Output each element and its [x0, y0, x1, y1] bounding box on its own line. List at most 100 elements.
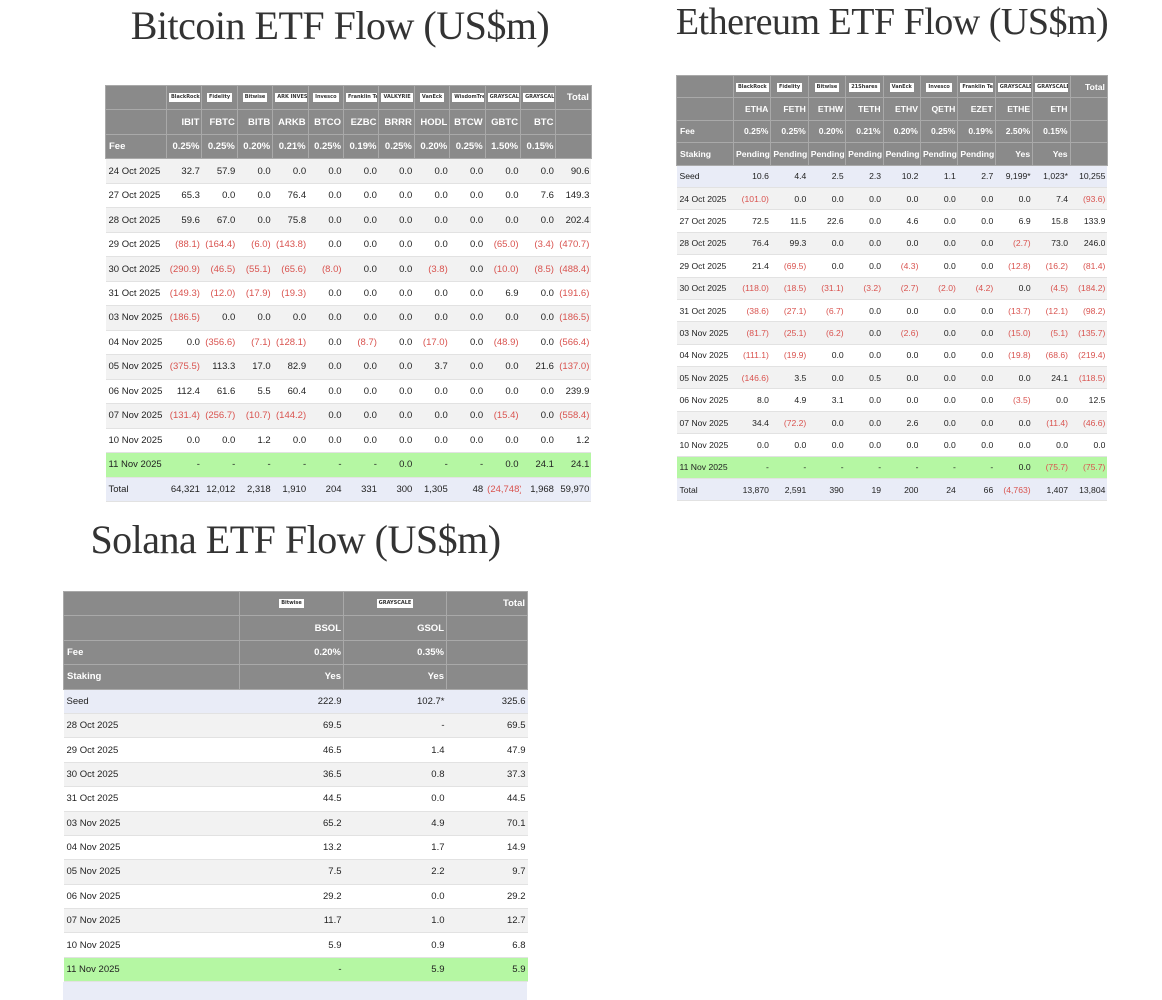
issuer-logo: BlackRock [169, 93, 201, 103]
flow-value: (566.4) [555, 330, 592, 356]
flow-value: 0.0 [845, 232, 884, 256]
flow-value: 3.7 [414, 354, 450, 380]
info-value: 0.20% [882, 119, 921, 144]
info-value: Pending [807, 142, 847, 166]
flow-value: - [845, 456, 884, 480]
flow-value: 0.0 [378, 305, 415, 331]
bitcoin-title: Bitcoin ETF Flow (US$m) [130, 3, 550, 48]
flow-value: 0.0 [957, 254, 996, 278]
empty-cell [1069, 142, 1108, 166]
info-value: Pending [732, 142, 772, 166]
flow-value: 0.0 [201, 305, 238, 331]
flow-value: 0.0 [237, 183, 273, 209]
flow-value: 24.1 [555, 452, 592, 478]
flow-value: 0.0 [237, 158, 273, 184]
flow-value: (2.0) [920, 277, 958, 300]
flow-value: (146.6) [733, 366, 771, 390]
seed-value: 10.2 [883, 165, 921, 188]
logo-cell: Franklin Templeton [343, 84, 380, 111]
flow-value: 0.0 [808, 232, 846, 256]
flow-value: 0.0 [920, 254, 958, 278]
flow-value: 112.4 [166, 379, 202, 405]
flow-value: 0.0 [845, 388, 884, 412]
flow-value: 0.0 [995, 187, 1033, 211]
flow-row: 04 Nov 2025 (111.1) (19.9) 0.0 0.0 0.0 0.0 0.0(… [676, 344, 1108, 368]
total-value: (24,748) [485, 477, 521, 502]
flow-value: (3.2) [845, 277, 884, 300]
flow-value: 0.0 [520, 403, 556, 429]
flow-value: 6.9 [485, 281, 521, 307]
flow-value: 34.4 [733, 411, 771, 435]
ticker: IBIT [165, 109, 203, 135]
flow-value: 90.6 [555, 158, 592, 184]
flow-value: 82.9 [272, 354, 309, 380]
flow-value: 0.0 [308, 330, 344, 356]
empty-cell [105, 109, 167, 135]
flow-value: 0.0 [166, 428, 202, 454]
flow-value: 0.0 [957, 433, 996, 457]
flow-value: (3.4) [520, 232, 556, 258]
seed-value: 2.5 [808, 165, 846, 188]
flow-value: 0.0 [449, 158, 486, 184]
flow-value: 239.9 [555, 379, 592, 405]
flow-value: (31.1) [808, 277, 846, 300]
flow-value: 0.0 [343, 428, 379, 454]
flow-value: 0.0 [808, 254, 846, 278]
flow-value: 0.0 [920, 433, 958, 457]
ticker: ETHV [882, 97, 921, 121]
flow-row: 29 Oct 2025 (88.1) (164.4) (6.0) (143.8) 0.0 0… [105, 232, 592, 258]
flow-value: 6.8 [446, 932, 528, 958]
flow-value: (6.2) [808, 321, 846, 345]
flow-value: (16.2) [1032, 254, 1071, 278]
flow-value: (3.8) [414, 256, 450, 282]
logo-cell: GRAYSCALE [484, 84, 522, 111]
ticker: ETHE [994, 97, 1034, 121]
info-value: 1.50% [484, 133, 522, 160]
total-value: 2,318 [237, 477, 273, 502]
seed-value: 10,255 [1070, 165, 1108, 188]
flow-value: - [166, 452, 202, 478]
flow-value: - [343, 452, 379, 478]
info-value: 0.35% [343, 639, 447, 666]
date: 06 Nov 2025 [105, 379, 167, 405]
flow-value: 0.0 [343, 403, 379, 429]
flow-value: - [414, 452, 450, 478]
flow-value: (11.4) [1032, 411, 1071, 435]
flow-value: 113.3 [201, 354, 238, 380]
flow-value: - [883, 456, 921, 480]
flow-value: (69.5) [770, 254, 809, 278]
flow-value: (75.7) [1070, 456, 1108, 480]
flow-value: 0.0 [237, 207, 273, 233]
ticker: GBTC [484, 109, 522, 135]
flow-value: 11.5 [770, 209, 809, 233]
total-value: 24 [920, 478, 958, 502]
seed-value: 9,199* [995, 165, 1033, 188]
flow-value: 76.4 [272, 183, 309, 209]
flow-value: 0.0 [845, 187, 884, 211]
date: 10 Nov 2025 [63, 932, 240, 958]
flow-value: 0.0 [883, 344, 921, 368]
flow-value: 0.0 [343, 232, 379, 258]
flow-value: 0.0 [485, 354, 521, 380]
flow-row: 10 Nov 2025 0.0 0.0 0.0 0.0 0.0 0.0 0.0 0.0 0.0 0.… [676, 433, 1108, 457]
flow-value: 60.4 [272, 379, 309, 405]
issuer-logo: 21Shares [849, 82, 880, 92]
info-value: 0.25% [201, 133, 238, 160]
flow-value: 0.0 [920, 321, 958, 345]
flow-row: 07 Nov 2025 11.7 1.0 12.7 [63, 908, 528, 934]
flow-row: 24 Oct 2025 (101.0) 0.0 0.0 0.0 0.0 0.0 0.0 0.0 7… [676, 187, 1108, 211]
flow-value: 0.0 [485, 428, 521, 454]
flow-value: 0.0 [485, 158, 521, 184]
solana-title: Solana ETF Flow (US$m) [90, 517, 501, 562]
info-value: Pending [882, 142, 921, 166]
seed-row: Seed 10.6 4.4 2.5 2.3 10.2 1.1 2.7 9,199* 1,023* 1… [676, 165, 1108, 188]
date: 27 Oct 2025 [105, 183, 167, 209]
flow-value: (135.7) [1070, 321, 1108, 345]
flow-value: 0.0 [1032, 433, 1071, 457]
date: 11 Nov 2025 [105, 452, 167, 478]
empty-cell [555, 133, 592, 160]
row-label: Seed [676, 165, 734, 188]
flow-value: 12.7 [446, 908, 528, 934]
flow-value: 73.0 [1032, 232, 1071, 256]
flow-value: 0.0 [378, 428, 415, 454]
